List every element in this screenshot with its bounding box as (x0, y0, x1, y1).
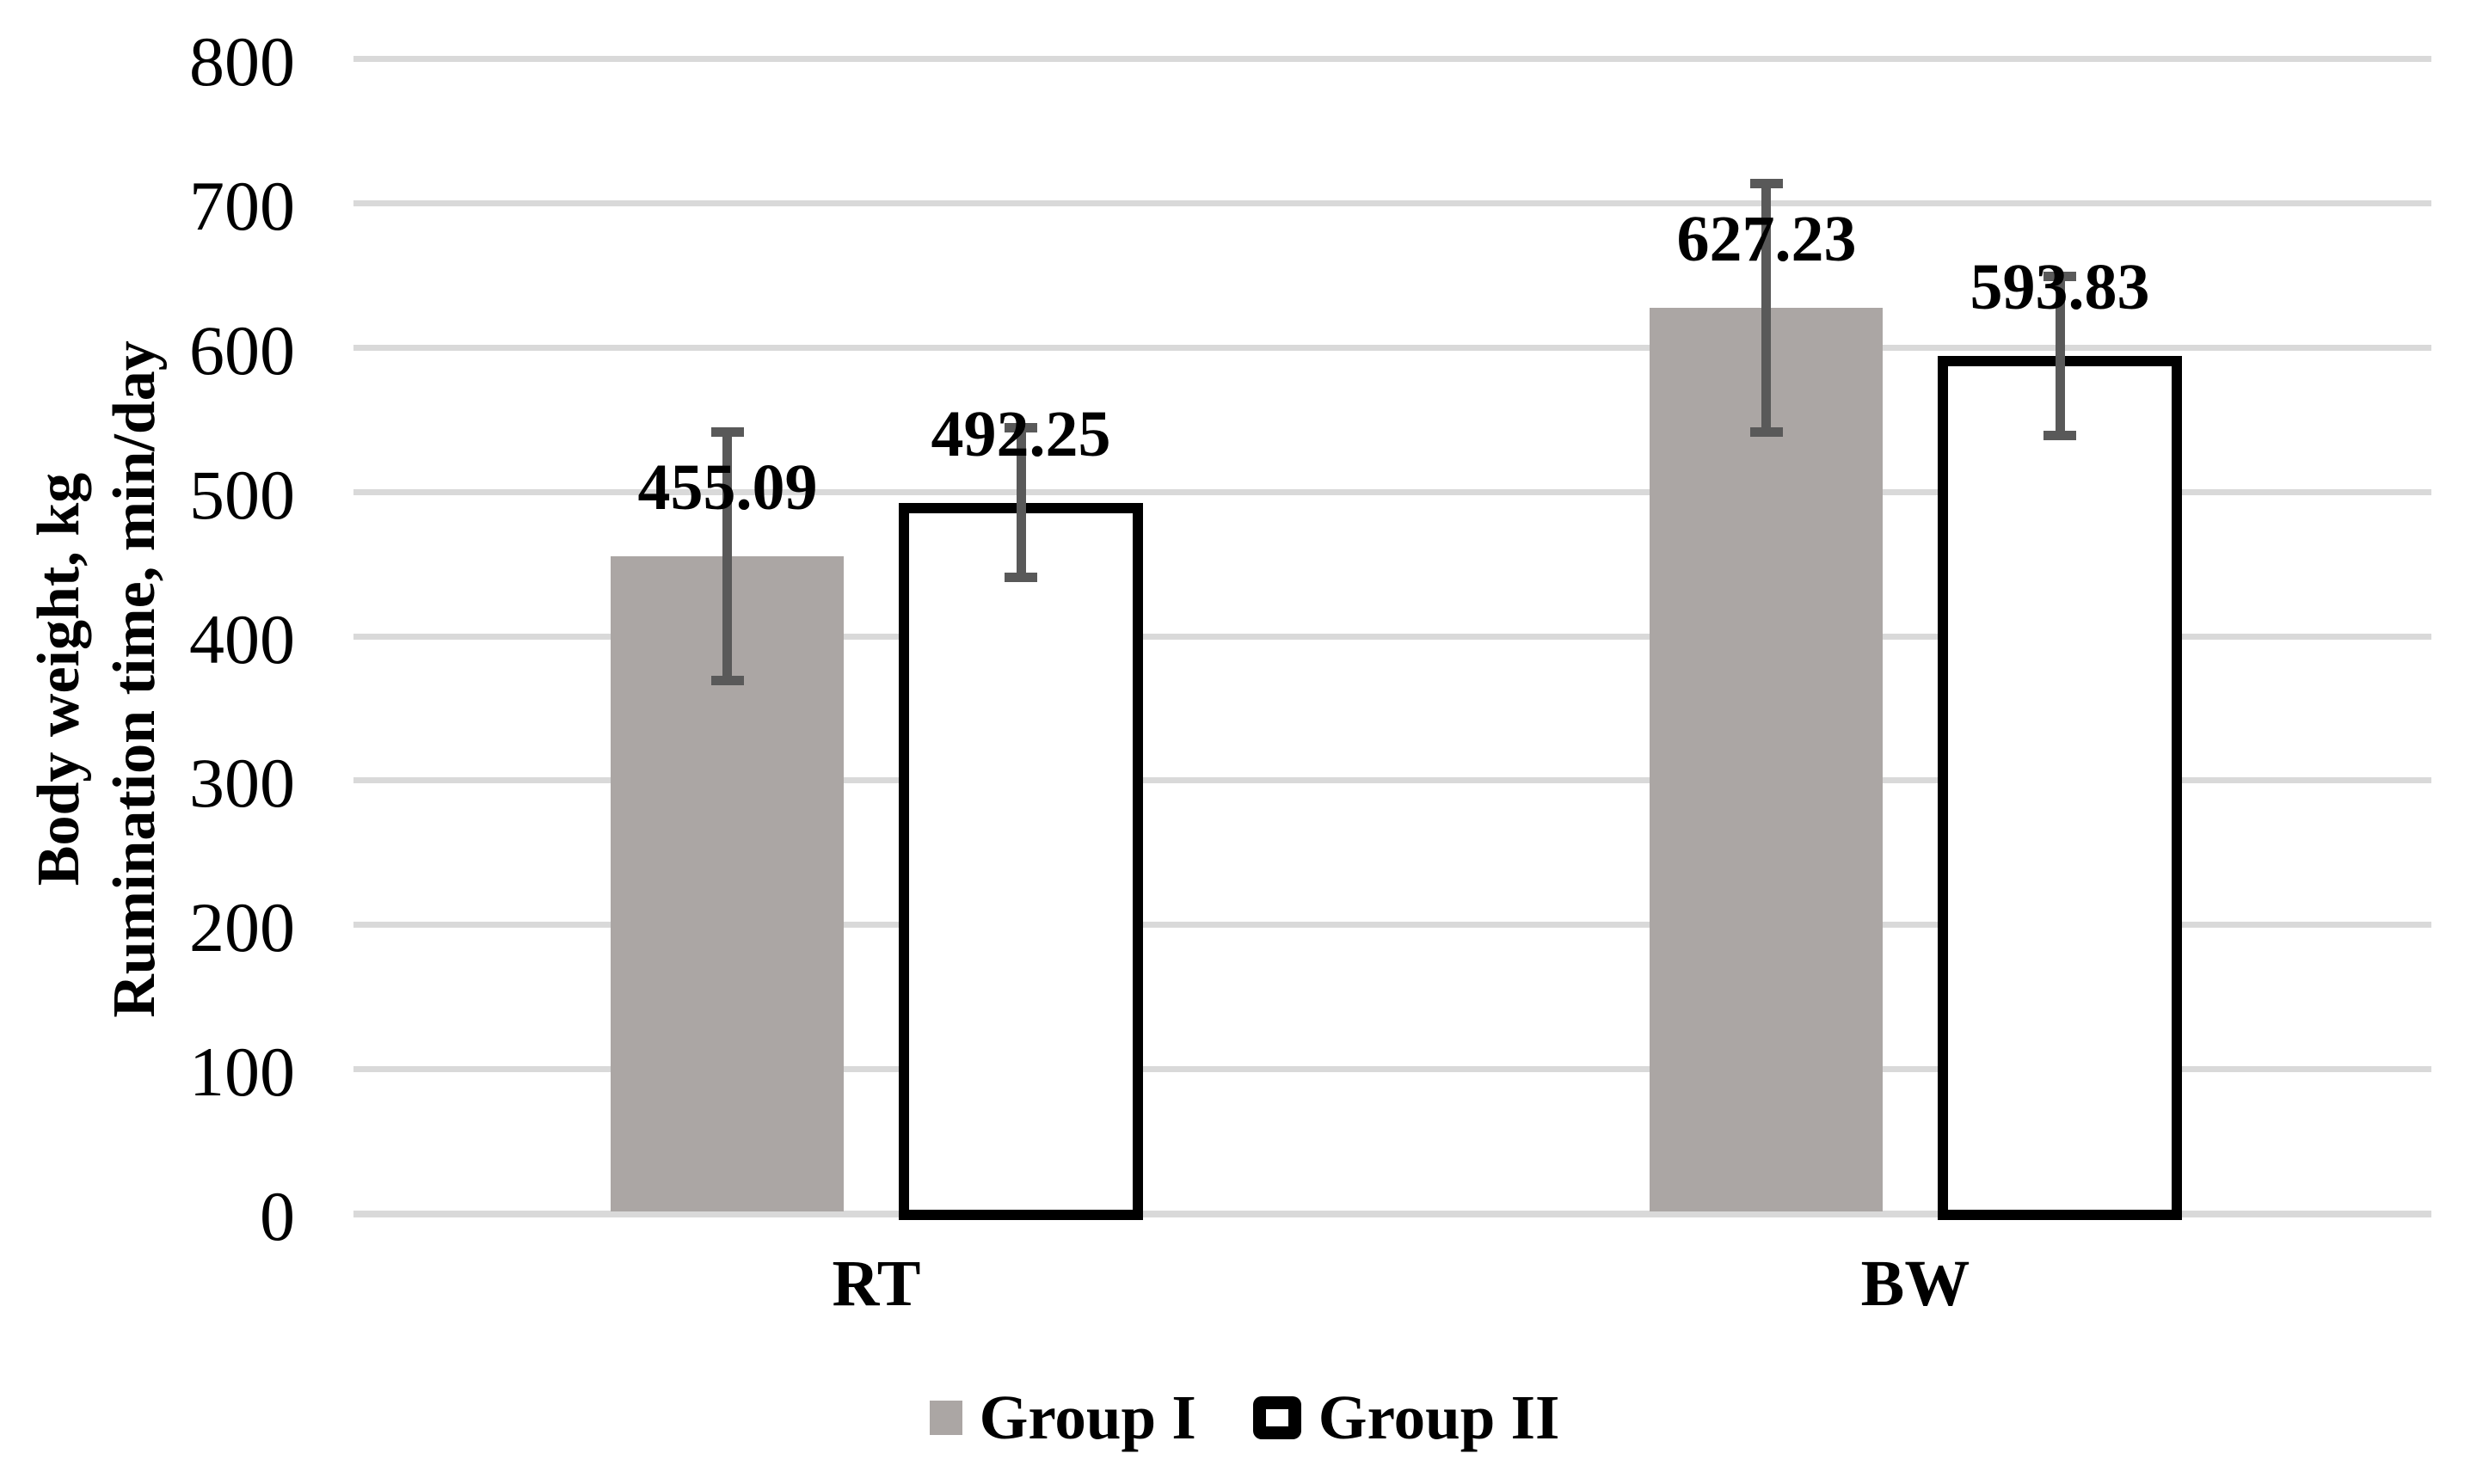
error-bar-group-ii-rt-cap-top (1005, 423, 1037, 432)
legend-item-group-i: Group I (929, 1383, 1196, 1452)
legend-swatch-group-i (929, 1400, 962, 1435)
gridline-400 (353, 634, 2431, 640)
gridline-700 (353, 200, 2431, 206)
error-bar-group-ii-bw-cap-top (2043, 272, 2076, 281)
legend-label-group-i: Group I (979, 1383, 1196, 1452)
legend-label-group-ii: Group II (1318, 1383, 1560, 1452)
error-bar-group-ii-bw-stem (2056, 277, 2065, 436)
legend-swatch-group-ii (1252, 1395, 1301, 1439)
data-label-group-ii-rt: 492.25 (931, 398, 1111, 470)
data-label-group-ii-bw: 593.83 (1970, 251, 2150, 323)
gridline-100 (353, 1066, 2431, 1072)
legend-item-group-ii: Group II (1252, 1383, 1560, 1452)
y-tick-label-800: 800 (189, 22, 295, 101)
bar-group-i-bw (1650, 308, 1883, 1211)
error-bar-group-i-rt-cap-top (711, 427, 744, 437)
error-bar-group-i-bw-cap-bottom (1750, 427, 1783, 437)
gridline-300 (353, 777, 2431, 783)
error-bar-group-ii-bw-cap-bottom (2043, 431, 2076, 440)
error-bar-group-i-bw-cap-top (1750, 179, 1783, 188)
error-bar-group-ii-rt-cap-bottom (1005, 573, 1037, 582)
error-bar-group-i-rt-cap-bottom (711, 676, 744, 685)
y-tick-label-0: 0 (260, 1177, 295, 1255)
y-tick-label-700: 700 (189, 167, 295, 245)
y-tick-label-300: 300 (189, 744, 295, 822)
y-tick-label-200: 200 (189, 888, 295, 966)
y-tick-label-600: 600 (189, 311, 295, 389)
bar-group-ii-bw (1938, 356, 2182, 1220)
gridline-500 (353, 489, 2431, 495)
error-bar-group-i-rt-stem (722, 432, 732, 681)
gridline-200 (353, 922, 2431, 928)
y-tick-label-400: 400 (189, 600, 295, 678)
error-bar-group-i-bw-stem (1761, 184, 1771, 432)
y-tick-label-100: 100 (189, 1033, 295, 1111)
data-label-group-i-rt: 455.09 (637, 451, 818, 524)
bar-group-ii-rt (899, 503, 1143, 1220)
gridline-600 (353, 345, 2431, 351)
error-bar-group-ii-rt-stem (1017, 427, 1026, 578)
gridline-0 (353, 1211, 2431, 1217)
category-label-rt: RT (832, 1248, 921, 1320)
legend: Group I Group II (0, 1386, 2489, 1449)
y-tick-label-500: 500 (189, 456, 295, 534)
category-label-bw: BW (1860, 1248, 1970, 1320)
data-label-group-i-bw: 627.23 (1676, 203, 1857, 275)
gridline-800 (353, 56, 2431, 62)
